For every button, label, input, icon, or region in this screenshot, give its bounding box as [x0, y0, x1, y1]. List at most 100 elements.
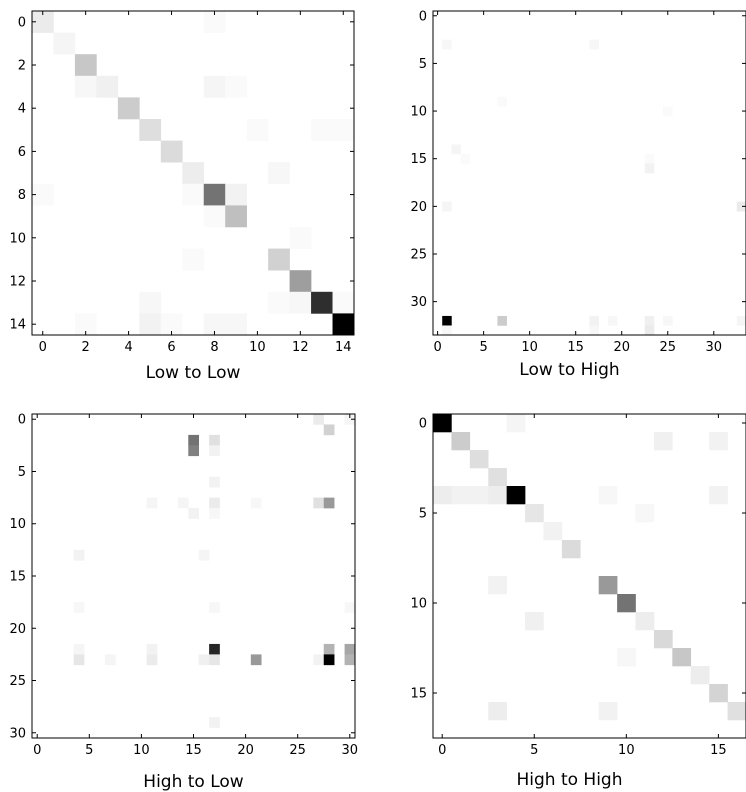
heatmap-cell — [644, 153, 655, 164]
x-tick-label: 25 — [659, 340, 676, 355]
heatmap-cell — [506, 486, 526, 505]
x-tick-label: 20 — [613, 340, 630, 355]
x-tick-label: 0 — [433, 340, 441, 355]
heatmap-cell — [644, 315, 655, 326]
heatmap-cell — [146, 654, 158, 666]
heatmap-cell — [323, 424, 335, 436]
plot-frame — [31, 10, 355, 336]
heatmap-cell — [74, 75, 97, 98]
heatmap-cell — [644, 325, 655, 336]
heatmap-cell — [268, 162, 290, 185]
heatmap-cell — [323, 497, 335, 509]
heatmap-panel-high-to-low: 0 5 10 15 20 25 30 0 5 10 15 20 25 30 High to Low — [9, 413, 358, 792]
heatmap-cell — [433, 486, 452, 505]
x-tick-label: 10 — [133, 743, 150, 758]
heatmap-cell — [139, 313, 162, 336]
heatmap-cell — [497, 315, 507, 326]
x-tick-label: 30 — [342, 743, 359, 758]
heatmap-cell — [344, 643, 356, 655]
heatmap-cell — [672, 648, 692, 667]
heatmap-cell — [663, 315, 673, 326]
x-tick-label: 15 — [185, 743, 202, 758]
heatmap-cell — [635, 612, 655, 631]
heatmap-cell — [225, 313, 247, 336]
heatmap-cell — [344, 654, 356, 666]
x-tick-label: 5 — [530, 743, 538, 758]
heatmap-cell — [736, 201, 746, 212]
heatmap-panel-low-to-low: 0 2 4 6 8 10 12 14 0 2 4 6 8 10 12 14 Low to Low — [9, 10, 355, 383]
heatmap-cell — [311, 291, 333, 314]
x-tick-label: 2 — [82, 340, 90, 355]
heatmap-cell — [451, 144, 461, 155]
x-tick-label: 5 — [479, 340, 487, 355]
heatmap-cell — [709, 684, 728, 703]
heatmap-cell — [323, 654, 335, 666]
x-tick-label: 6 — [167, 340, 175, 355]
y-tick-label: 10 — [410, 597, 427, 612]
heatmap-cell — [442, 39, 452, 50]
y-tick-label: 15 — [410, 687, 427, 702]
heatmap-cell — [74, 313, 97, 336]
heatmap-cell — [209, 476, 220, 488]
heatmap-cell — [225, 183, 247, 206]
x-tick-label: 20 — [237, 743, 254, 758]
heatmap-cell — [617, 594, 636, 613]
heatmap-cell — [488, 468, 507, 487]
x-tick-label: 30 — [706, 340, 723, 355]
heatmap-cell — [442, 325, 452, 336]
heatmap-cell — [209, 497, 220, 509]
y-tick-label: 5 — [419, 507, 427, 522]
plot-frame — [432, 413, 746, 739]
heatmap-cell — [653, 432, 673, 451]
heatmap-cell — [53, 32, 76, 55]
heatmap-cell — [289, 291, 312, 314]
heatmap-cell — [589, 39, 600, 50]
heatmap-cell — [635, 504, 655, 523]
heatmap-cell — [433, 414, 452, 433]
heatmap-cell — [177, 497, 189, 509]
heatmap-cell — [525, 504, 544, 523]
heatmap-cell — [160, 140, 183, 163]
heatmap-cell — [104, 654, 116, 666]
plot-area — [32, 414, 355, 738]
heatmap-cell — [543, 522, 563, 541]
heatmap-cell — [589, 315, 600, 326]
x-tick-label: 4 — [124, 340, 132, 355]
heatmap-cell — [311, 119, 333, 141]
heatmap-cell — [250, 497, 262, 509]
y-tick-label: 15 — [9, 570, 26, 585]
y-tick-label: 10 — [410, 105, 427, 120]
chart-title: Low to High — [519, 360, 619, 380]
x-tick-label: 25 — [289, 743, 306, 758]
heatmap-cell — [182, 183, 205, 206]
heatmap-cell — [182, 248, 205, 271]
heatmap-cell — [209, 434, 220, 446]
heatmap-cell — [506, 414, 526, 433]
x-tick-label: 0 — [33, 743, 41, 758]
x-tick-label: 0 — [39, 340, 47, 355]
heatmap-cell — [188, 434, 200, 446]
heatmap-cell — [182, 162, 205, 185]
y-tick-label: 15 — [410, 152, 427, 167]
heatmap-cell — [344, 414, 356, 425]
x-tick-label: 0 — [438, 743, 446, 758]
heatmap-cell — [203, 183, 226, 206]
y-tick-label: 0 — [18, 15, 26, 30]
y-tick-label: 8 — [18, 188, 26, 203]
heatmap-cell — [289, 227, 312, 249]
heatmap-cell — [139, 291, 162, 314]
heatmap-cell — [313, 497, 325, 509]
y-tick-label: 12 — [9, 275, 26, 290]
heatmap-cell — [268, 248, 290, 271]
heatmap-cell — [209, 445, 220, 457]
heatmap-cell — [313, 414, 325, 425]
heatmap-cell — [225, 75, 247, 98]
y-tick-label: 20 — [410, 200, 427, 215]
heatmap-cell — [736, 315, 746, 326]
heatmap-cell — [451, 486, 471, 505]
y-tick-label: 0 — [419, 417, 427, 432]
heatmap-cell — [663, 106, 673, 117]
heatmap-panel-low-to-high: 0 5 10 15 20 25 30 0 5 10 15 20 25 30 Low to High — [410, 9, 746, 380]
heatmap-cell — [598, 702, 618, 721]
